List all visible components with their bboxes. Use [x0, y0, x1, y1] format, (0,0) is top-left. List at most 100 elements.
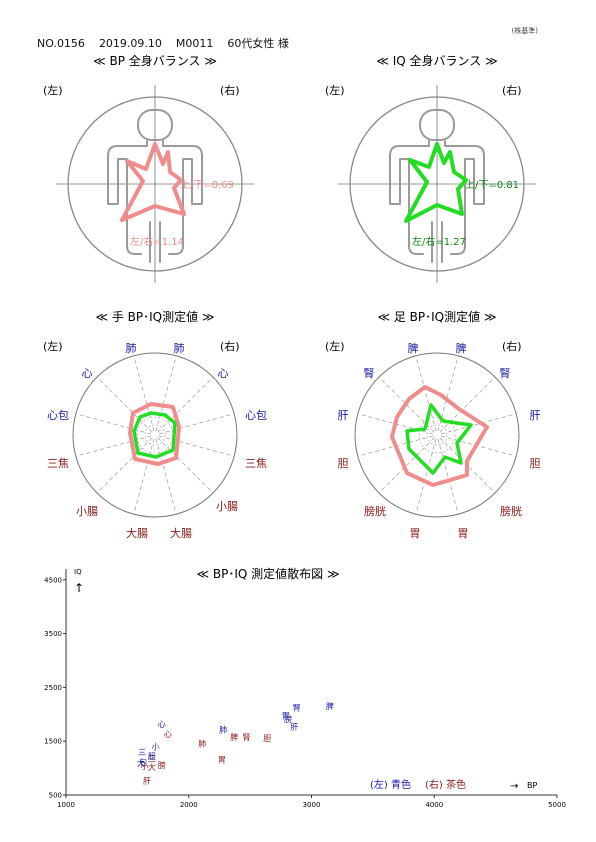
scatter-point: 膀: [158, 760, 166, 770]
foot-title: ≪ 足 BP･IQ測定値 ≫: [377, 309, 496, 324]
x-tick-label: 5000: [548, 801, 566, 809]
radar-spoke: [155, 355, 177, 432]
scatter-point: 大: [137, 758, 145, 768]
iq-left-label: (左): [325, 84, 345, 97]
foot-label-left-spleen: 脾: [408, 341, 419, 355]
radar-spoke: [96, 437, 153, 494]
scatter-point: 腎: [293, 704, 301, 713]
bp-ratio-leftright: 左/右=1.14: [130, 235, 184, 248]
scatter-point: 大: [148, 762, 156, 772]
foot-label-right-stomach: 胃: [458, 527, 469, 540]
foot-right-label: (右): [502, 339, 522, 353]
hand-label-left-small-intestine: 小腸: [76, 505, 98, 518]
hand-radar-labels: 肺 心 心包 三焦 小腸 大腸 肺 心 心包 三焦 小腸 大腸: [47, 342, 267, 540]
iq-right-label: (右): [502, 83, 522, 97]
foot-label-right-kidney: 腎: [500, 367, 511, 380]
scatter-point: 小: [141, 762, 149, 771]
scatter-point: 心: [158, 720, 166, 729]
scatter-y-label: IQ: [74, 568, 82, 576]
foot-label-right-bladder: 膀胱: [500, 504, 522, 518]
y-tick-label: 1500: [44, 738, 62, 746]
corner-note: (株基準): [511, 27, 538, 35]
scatter-point: 胃: [282, 712, 290, 721]
y-tick-label: 4500: [44, 576, 62, 584]
radar-spoke: [158, 413, 235, 435]
radar-spoke: [437, 355, 459, 432]
foot-label-right-spleen: 脾: [456, 341, 467, 355]
hand-bp-shape: [128, 402, 181, 466]
hand-radar-spokes: [75, 355, 235, 515]
foot-bp-shape: [390, 385, 489, 487]
foot-iq-shape: [405, 403, 473, 475]
scatter-chart: ≪ BP･IQ 測定値散布図 ≫ IQ ↑ 1000 2000 3000 4000 50…: [44, 566, 566, 809]
y-tick-label: 3500: [44, 630, 62, 638]
foot-label-left-stomach: 胃: [410, 527, 421, 540]
foot-label-left-kidney: 腎: [364, 367, 375, 380]
bp-balance-title: ≪ BP 全身バランス ≫: [93, 53, 217, 68]
iq-balance-panel: ≪ IQ 全身バランス ≫ (左) (右) 上/下=0.81 左/右=1.27: [325, 53, 536, 283]
scatter-point: 三: [148, 755, 156, 764]
foot-radar-rings: [418, 416, 456, 454]
y-tick-label: 2500: [44, 684, 62, 692]
scatter-point: 肺: [198, 740, 206, 749]
bp-balance-shape: [120, 142, 186, 222]
bp-right-label: (右): [220, 83, 240, 97]
scatter-ticks: 1000 2000 3000 4000 5000 500 1500 2500 3500 4500: [44, 576, 566, 809]
x-tick-label: 4000: [425, 801, 443, 809]
scatter-point: 小: [152, 742, 160, 751]
hand-label-right-large-intestine: 大腸: [170, 526, 192, 540]
hand-label-left-pericardium: 心包: [47, 409, 69, 422]
legend-left: (左) 青色: [370, 778, 411, 791]
hand-label-right-pericardium: 心包: [245, 409, 267, 422]
radar-spoke: [415, 355, 437, 432]
hand-radar-panel: ≪ 手 BP･IQ測定値 ≫ (左) (右) 肺 心 心包 三焦 小腸 大腸 肺…: [43, 309, 267, 540]
radar-spoke: [75, 435, 152, 457]
header: NO.0156 2019.09.10 M0011 60代女性 様: [30, 22, 303, 51]
radar-spoke: [378, 376, 435, 433]
radar-spoke: [378, 437, 435, 494]
hand-label-left-large-intestine: 大腸: [126, 526, 148, 540]
foot-radar-circle: [354, 352, 520, 518]
scatter-point: 胆: [263, 734, 271, 743]
bp-ratio-updown: 上/下=0.69: [180, 179, 234, 191]
scatter-point: 胃: [218, 756, 226, 765]
hand-iq-shape: [132, 411, 177, 459]
x-tick-label: 1000: [57, 801, 75, 809]
foot-radar-spokes: [357, 355, 517, 515]
hand-right-label: (右): [220, 339, 240, 353]
y-tick-label: 500: [49, 792, 62, 800]
foot-radar-labels: 脾 腎 肝 胆 膀胱 胃 脾 腎 肝 胆 膀胱 胃: [338, 341, 541, 540]
x-tick-label: 3000: [303, 801, 321, 809]
radar-spoke: [415, 438, 437, 515]
radar-spoke: [439, 376, 496, 433]
scatter-point: 脾: [326, 701, 334, 711]
hand-label-right-triple-burner: 三焦: [245, 457, 267, 470]
iq-ratio-updown: 上/下=0.81: [465, 179, 519, 191]
hand-title: ≪ 手 BP･IQ測定値 ≫: [95, 309, 214, 324]
scatter-point: 腎: [242, 733, 250, 742]
foot-radar-panel: ≪ 足 BP･IQ測定値 ≫ (左) (右) 脾 腎 肝 胆 膀胱 胃 脾 腎 …: [325, 309, 541, 540]
scatter-point: 膀: [284, 714, 292, 724]
radar-spoke: [158, 435, 235, 457]
record-number: NO.0156: [37, 37, 85, 50]
radar-spoke: [437, 438, 459, 515]
foot-label-left-gallbladder: 胆: [338, 457, 349, 470]
legend-right: (右) 茶色: [425, 778, 466, 791]
scatter-point: 胆: [148, 752, 156, 761]
foot-label-left-bladder: 膀胱: [364, 504, 386, 518]
radar-spoke: [157, 437, 214, 494]
hand-label-right-small-intestine: 小腸: [216, 500, 238, 513]
scatter-point: 脾: [230, 732, 238, 742]
subject-name: 60代女性 様: [227, 37, 289, 50]
radar-spoke: [439, 437, 496, 494]
radar-spoke: [133, 438, 155, 515]
radar-spoke: [75, 413, 152, 435]
x-tick-label: 2000: [180, 801, 198, 809]
iq-balance-title: ≪ IQ 全身バランス ≫: [376, 53, 497, 68]
scatter-point: 肺: [219, 726, 227, 735]
bp-balance-panel: ≪ BP 全身バランス ≫ (左) (右) 上/下=0.69 左/右=1.14: [43, 53, 254, 283]
radar-spoke: [96, 376, 153, 433]
scatter-x-label: BP: [527, 781, 537, 790]
hand-label-left-triple-burner: 三焦: [47, 457, 69, 470]
scatter-point: 心: [164, 730, 172, 739]
